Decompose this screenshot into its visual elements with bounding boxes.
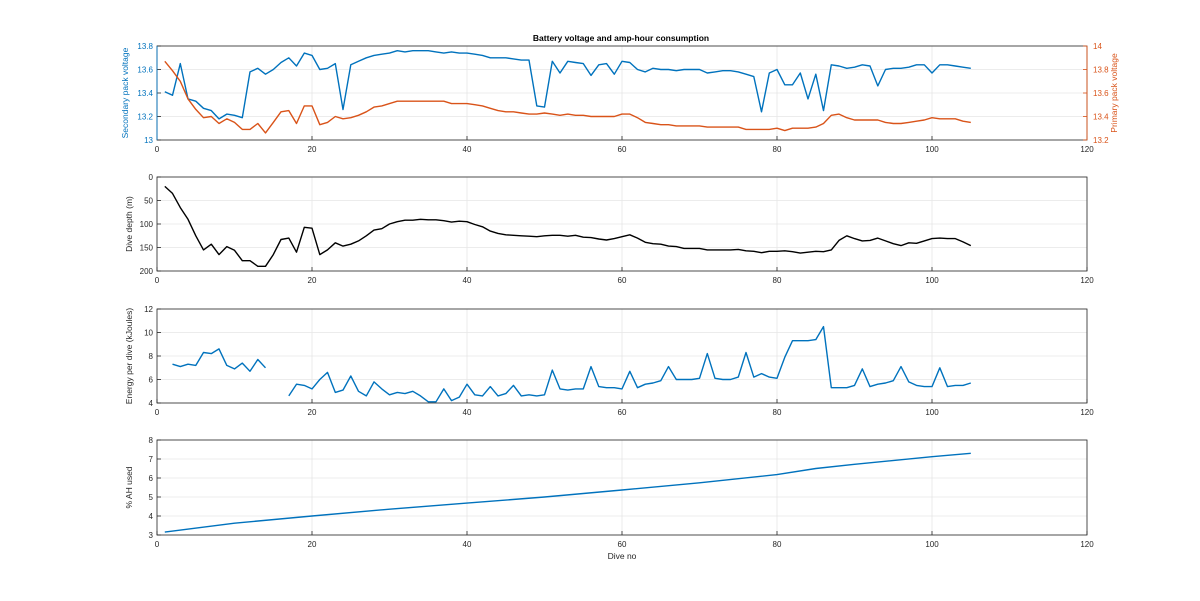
x-tick-label: 120	[1080, 408, 1094, 417]
x-tick-label: 60	[618, 408, 627, 417]
x-tick-label: 120	[1080, 145, 1094, 154]
series-line-1	[164, 50, 971, 120]
y-tick-label: 12	[144, 305, 153, 314]
x-tick-label: 40	[463, 276, 472, 285]
x-tick-label: 80	[773, 408, 782, 417]
y-tick-label: 13	[144, 136, 153, 145]
y-axis-label: Dive depth (m)	[124, 196, 134, 252]
x-tick-label: 40	[463, 540, 472, 549]
x-tick-label: 0	[155, 276, 160, 285]
y-tick-label: 3	[149, 531, 154, 540]
chart-panel-4: 0 20 40 60 80 100 120 3 4 5 6 7 8 % AH used Dive no	[124, 436, 1094, 561]
y-right-tick-label: 13.8	[1093, 66, 1109, 75]
y-axis-label: % AH used	[124, 466, 134, 508]
y-tick-label: 10	[144, 329, 153, 338]
y-right-tick-label: 13.2	[1093, 136, 1109, 145]
y-tick-label: 13.6	[137, 66, 153, 75]
plots-container: 0 20 40 60 80 100 1201313.213.413.613.813.213.…	[120, 42, 1119, 561]
x-tick-label: 20	[308, 408, 317, 417]
x-tick-label: 60	[618, 276, 627, 285]
x-tick-label: 40	[463, 408, 472, 417]
x-tick-label: 120	[1080, 540, 1094, 549]
x-tick-label: 0	[155, 145, 160, 154]
figure-title: Battery voltage and amp-hour consumption	[533, 33, 709, 43]
chart-panel-2: 0 20 40 60 80 100 120 0 50 100 150 200 Dive depth (m…	[124, 173, 1094, 285]
y-tick-label: 6	[149, 474, 154, 483]
y-axis-label-right: Primary pack voltage	[1109, 53, 1119, 133]
y-tick-label: 13.2	[137, 113, 153, 122]
x-tick-label: 80	[773, 540, 782, 549]
chart-panel-3: 0 20 40 60 80 100 120 4 6 8 10 12 Energy per dive (k…	[124, 305, 1094, 417]
x-tick-label: 100	[925, 145, 939, 154]
x-tick-label: 20	[308, 540, 317, 549]
series-line-2	[164, 60, 971, 134]
y-axis-label: Energy per dive (kJoules)	[124, 308, 134, 405]
x-axis-label: Dive no	[608, 551, 637, 561]
y-tick-label: 100	[140, 220, 154, 229]
y-tick-label: 0	[149, 173, 154, 182]
x-tick-label: 120	[1080, 276, 1094, 285]
x-tick-label: 20	[308, 276, 317, 285]
x-tick-label: 60	[618, 540, 627, 549]
x-tick-label: 0	[155, 540, 160, 549]
x-tick-label: 40	[463, 145, 472, 154]
y-tick-label: 13.4	[137, 89, 153, 98]
y-right-tick-label: 13.4	[1093, 113, 1109, 122]
y-tick-label: 150	[140, 244, 154, 253]
y-axis-label: Secondary pack voltage	[120, 47, 130, 138]
y-tick-label: 8	[149, 436, 154, 445]
x-tick-label: 100	[925, 408, 939, 417]
y-tick-label: 4	[149, 399, 154, 408]
y-tick-label: 5	[149, 493, 154, 502]
series-line-1	[172, 325, 972, 403]
y-tick-label: 13.8	[137, 42, 153, 51]
series-line-1	[164, 452, 971, 533]
y-tick-label: 50	[144, 197, 153, 206]
y-tick-label: 4	[149, 512, 154, 521]
x-tick-label: 100	[925, 276, 939, 285]
y-right-tick-label: 13.6	[1093, 89, 1109, 98]
series-line-1	[164, 185, 972, 267]
x-tick-label: 80	[773, 145, 782, 154]
x-tick-label: 60	[618, 145, 627, 154]
y-tick-label: 7	[149, 455, 154, 464]
x-tick-label: 20	[308, 145, 317, 154]
y-tick-label: 200	[140, 267, 154, 276]
x-tick-label: 100	[925, 540, 939, 549]
y-tick-label: 8	[149, 352, 154, 361]
chart-panel-1: 0 20 40 60 80 100 120 13 13.2 13.4 13.6 13.8 13.2 13.…	[120, 42, 1119, 154]
y-tick-label: 6	[149, 376, 154, 385]
x-tick-label: 80	[773, 276, 782, 285]
x-tick-label: 0	[155, 408, 160, 417]
y-right-tick-label: 14	[1093, 42, 1102, 51]
